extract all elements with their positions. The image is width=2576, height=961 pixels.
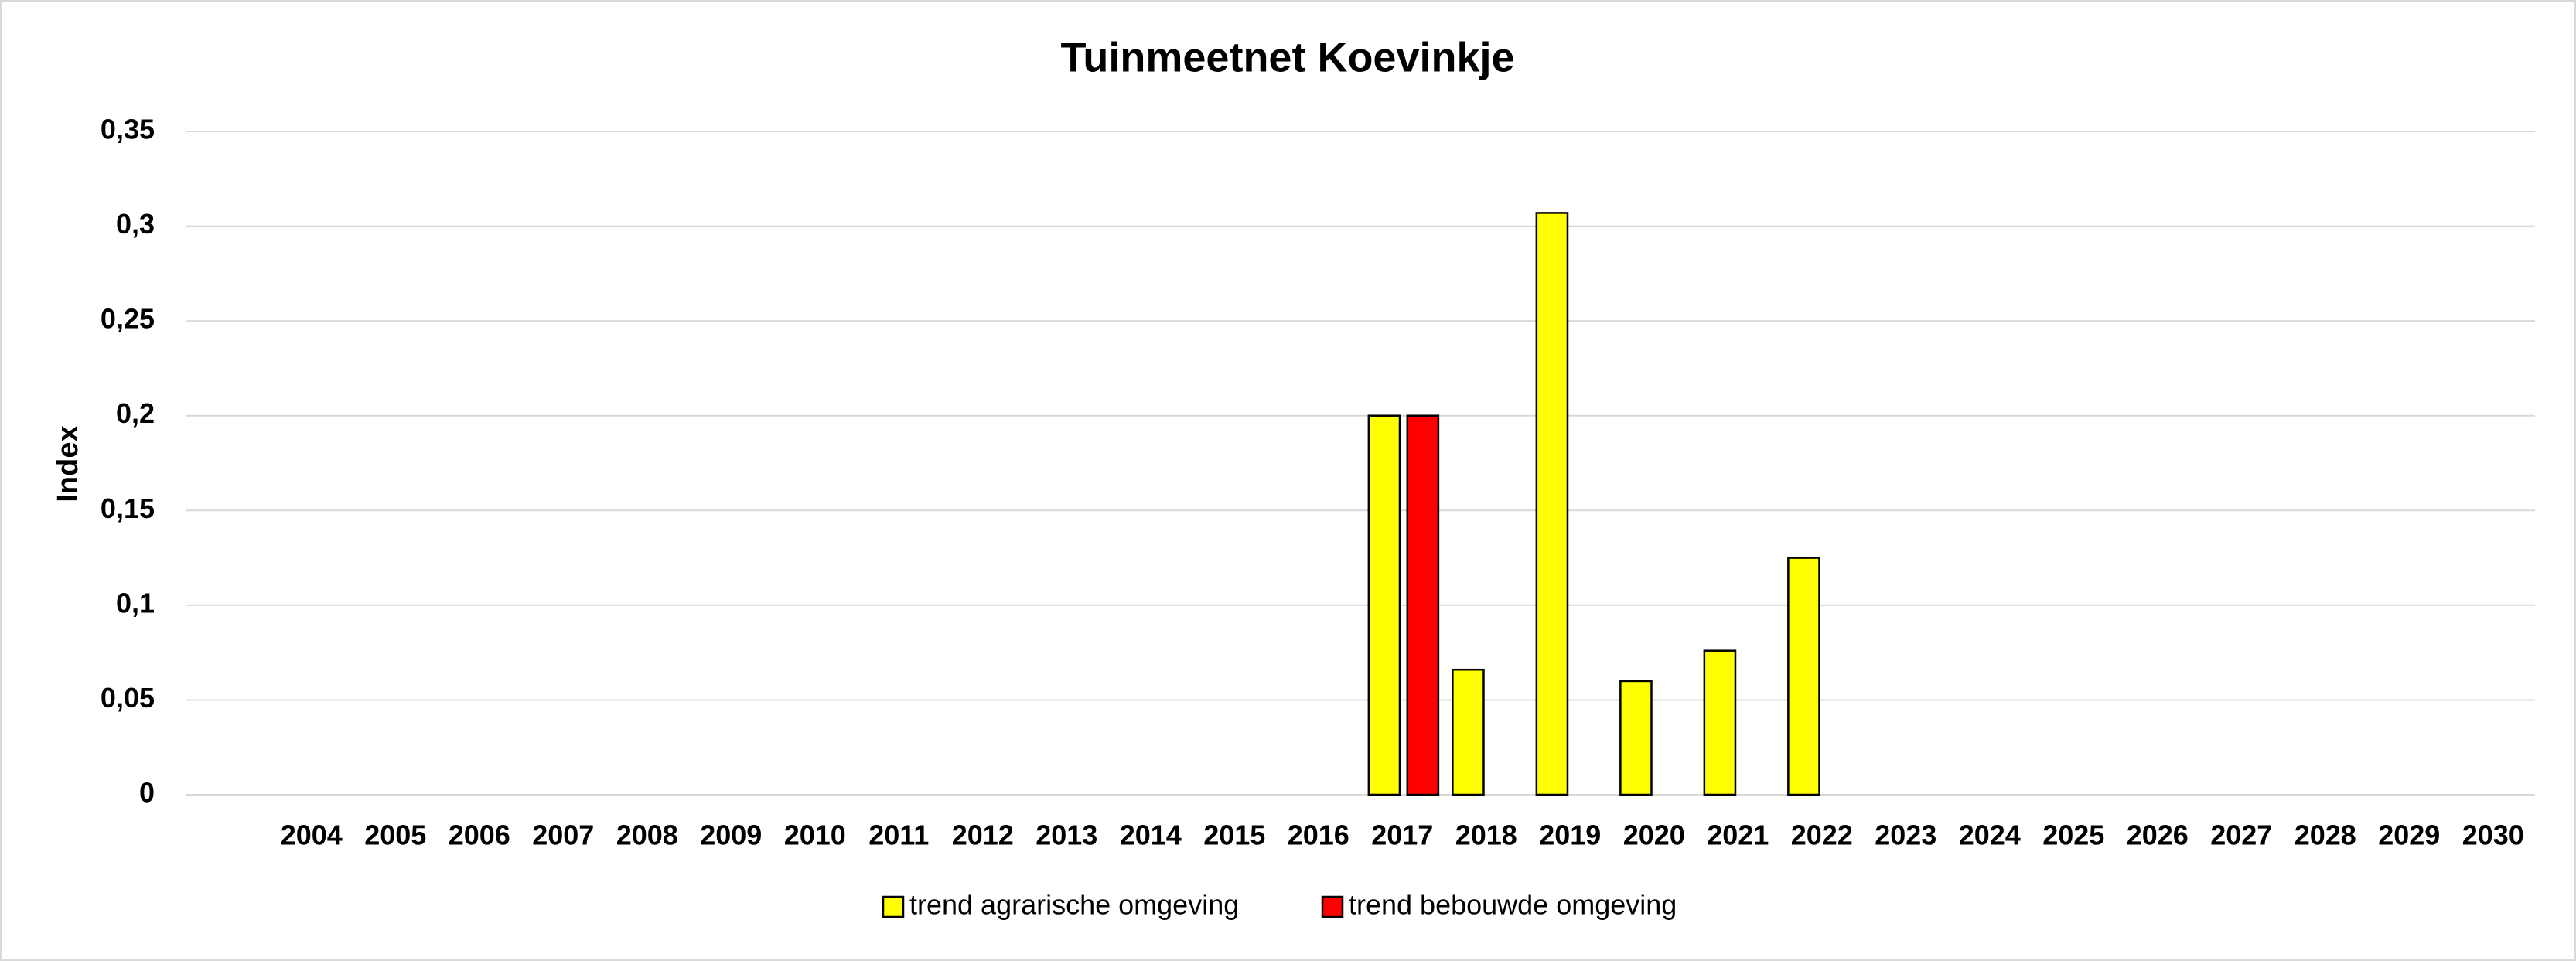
x-tick-label: 2006 (449, 820, 510, 851)
chart-title: Tuinmeetnet Koevinkje (1060, 34, 1514, 80)
bar (1619, 680, 1653, 796)
legend-swatch (882, 895, 905, 918)
x-tick-label: 2024 (1959, 820, 2021, 851)
x-tick-label: 2011 (868, 820, 929, 851)
legend-swatch (1321, 895, 1344, 918)
y-tick-label: 0,3 (116, 208, 155, 240)
bar (1787, 557, 1820, 796)
bar (1452, 668, 1485, 796)
x-tick-label: 2025 (2042, 820, 2104, 851)
y-tick-label: 0,35 (101, 114, 155, 145)
x-tick-label: 2029 (2378, 820, 2440, 851)
y-tick-label: 0,05 (101, 682, 155, 714)
x-tick-label: 2013 (1036, 820, 1097, 851)
x-tick-label: 2019 (1539, 820, 1601, 851)
y-axis-label: Index (52, 425, 84, 502)
x-tick-label: 2026 (2127, 820, 2189, 851)
y-tick-label: 0 (139, 777, 155, 809)
x-tick-label: 2023 (1875, 820, 1936, 851)
x-tick-label: 2015 (1203, 820, 1265, 851)
x-tick-label: 2008 (616, 820, 678, 851)
y-tick-label: 0,2 (116, 397, 155, 429)
y-tick-label: 0,15 (101, 492, 155, 524)
x-tick-label: 2027 (2210, 820, 2272, 851)
legend-label: trend agrarische omgeving (909, 889, 1239, 921)
legend-label: trend bebouwde omgeving (1349, 889, 1677, 921)
x-tick-label: 2004 (281, 820, 343, 851)
x-tick-label: 2009 (700, 820, 762, 851)
x-tick-label: 2016 (1288, 820, 1349, 851)
x-tick-label: 2007 (532, 820, 594, 851)
bar (1367, 414, 1401, 796)
y-tick-label: 0,1 (116, 587, 155, 619)
x-tick-label: 2028 (2295, 820, 2356, 851)
y-tick-label: 0,25 (101, 303, 155, 335)
x-tick-label: 2020 (1623, 820, 1685, 851)
x-tick-label: 2010 (784, 820, 846, 851)
x-tick-label: 2005 (364, 820, 426, 851)
x-tick-label: 2030 (2462, 820, 2524, 851)
x-tick-label: 2018 (1455, 820, 1517, 851)
x-tick-label: 2012 (952, 820, 1014, 851)
x-tick-label: 2014 (1120, 820, 1182, 851)
x-tick-label: 2022 (1791, 820, 1853, 851)
bar (1406, 414, 1440, 796)
bar (1703, 649, 1737, 796)
x-tick-label: 2017 (1371, 820, 1433, 851)
bar (1535, 212, 1569, 796)
x-tick-label: 2021 (1707, 820, 1769, 851)
